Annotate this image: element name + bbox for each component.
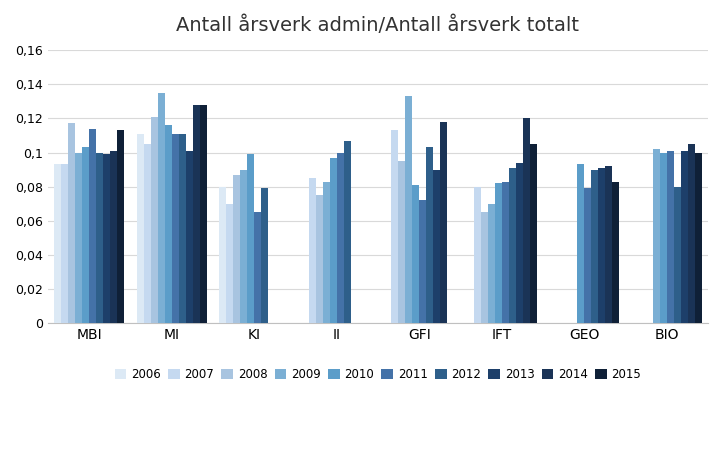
Bar (502, 181, 509, 323)
Bar (68, 124, 75, 323)
Bar (75, 152, 82, 323)
Bar (254, 212, 261, 323)
Bar (440, 122, 447, 323)
Bar (474, 187, 481, 323)
Bar (110, 151, 117, 323)
Bar (316, 195, 322, 323)
Bar (247, 154, 254, 323)
Bar (523, 118, 530, 323)
Bar (433, 170, 440, 323)
Bar (61, 164, 68, 323)
Bar (653, 149, 659, 323)
Bar (234, 175, 240, 323)
Bar (391, 130, 398, 323)
Bar (605, 166, 612, 323)
Bar (695, 152, 702, 323)
Bar (584, 188, 591, 323)
Bar (158, 93, 165, 323)
Bar (186, 151, 192, 323)
Bar (322, 181, 330, 323)
Bar (495, 183, 502, 323)
Bar (137, 133, 143, 323)
Bar (405, 96, 412, 323)
Bar (599, 168, 605, 323)
Bar (330, 157, 337, 323)
Bar (577, 164, 584, 323)
Bar (681, 151, 688, 323)
Bar (193, 105, 200, 323)
Bar (412, 185, 419, 323)
Bar (530, 144, 536, 323)
Bar (398, 161, 405, 323)
Bar (240, 170, 247, 323)
Bar (54, 164, 61, 323)
Bar (150, 117, 158, 323)
Bar (419, 200, 426, 323)
Bar (481, 212, 487, 323)
Bar (144, 144, 150, 323)
Bar (427, 148, 433, 323)
Bar (667, 151, 674, 323)
Bar (660, 152, 667, 323)
Bar (488, 204, 495, 323)
Bar (89, 129, 96, 323)
Bar (515, 163, 523, 323)
Title: Antall årsverk admin/Antall årsverk totalt: Antall årsverk admin/Antall årsverk tota… (176, 15, 579, 34)
Bar (261, 188, 268, 323)
Bar (591, 170, 598, 323)
Bar (226, 204, 233, 323)
Bar (96, 152, 103, 323)
Bar (612, 181, 619, 323)
Bar (165, 125, 171, 323)
Bar (103, 154, 110, 323)
Bar (509, 168, 515, 323)
Bar (688, 144, 695, 323)
Bar (117, 130, 124, 323)
Bar (200, 105, 207, 323)
Bar (171, 133, 179, 323)
Legend: 2006, 2007, 2008, 2009, 2010, 2011, 2012, 2013, 2014, 2015: 2006, 2007, 2008, 2009, 2010, 2011, 2012… (110, 363, 646, 386)
Bar (337, 152, 343, 323)
Bar (219, 187, 226, 323)
Bar (179, 133, 186, 323)
Bar (82, 148, 89, 323)
Bar (674, 187, 680, 323)
Bar (343, 141, 351, 323)
Bar (309, 178, 315, 323)
